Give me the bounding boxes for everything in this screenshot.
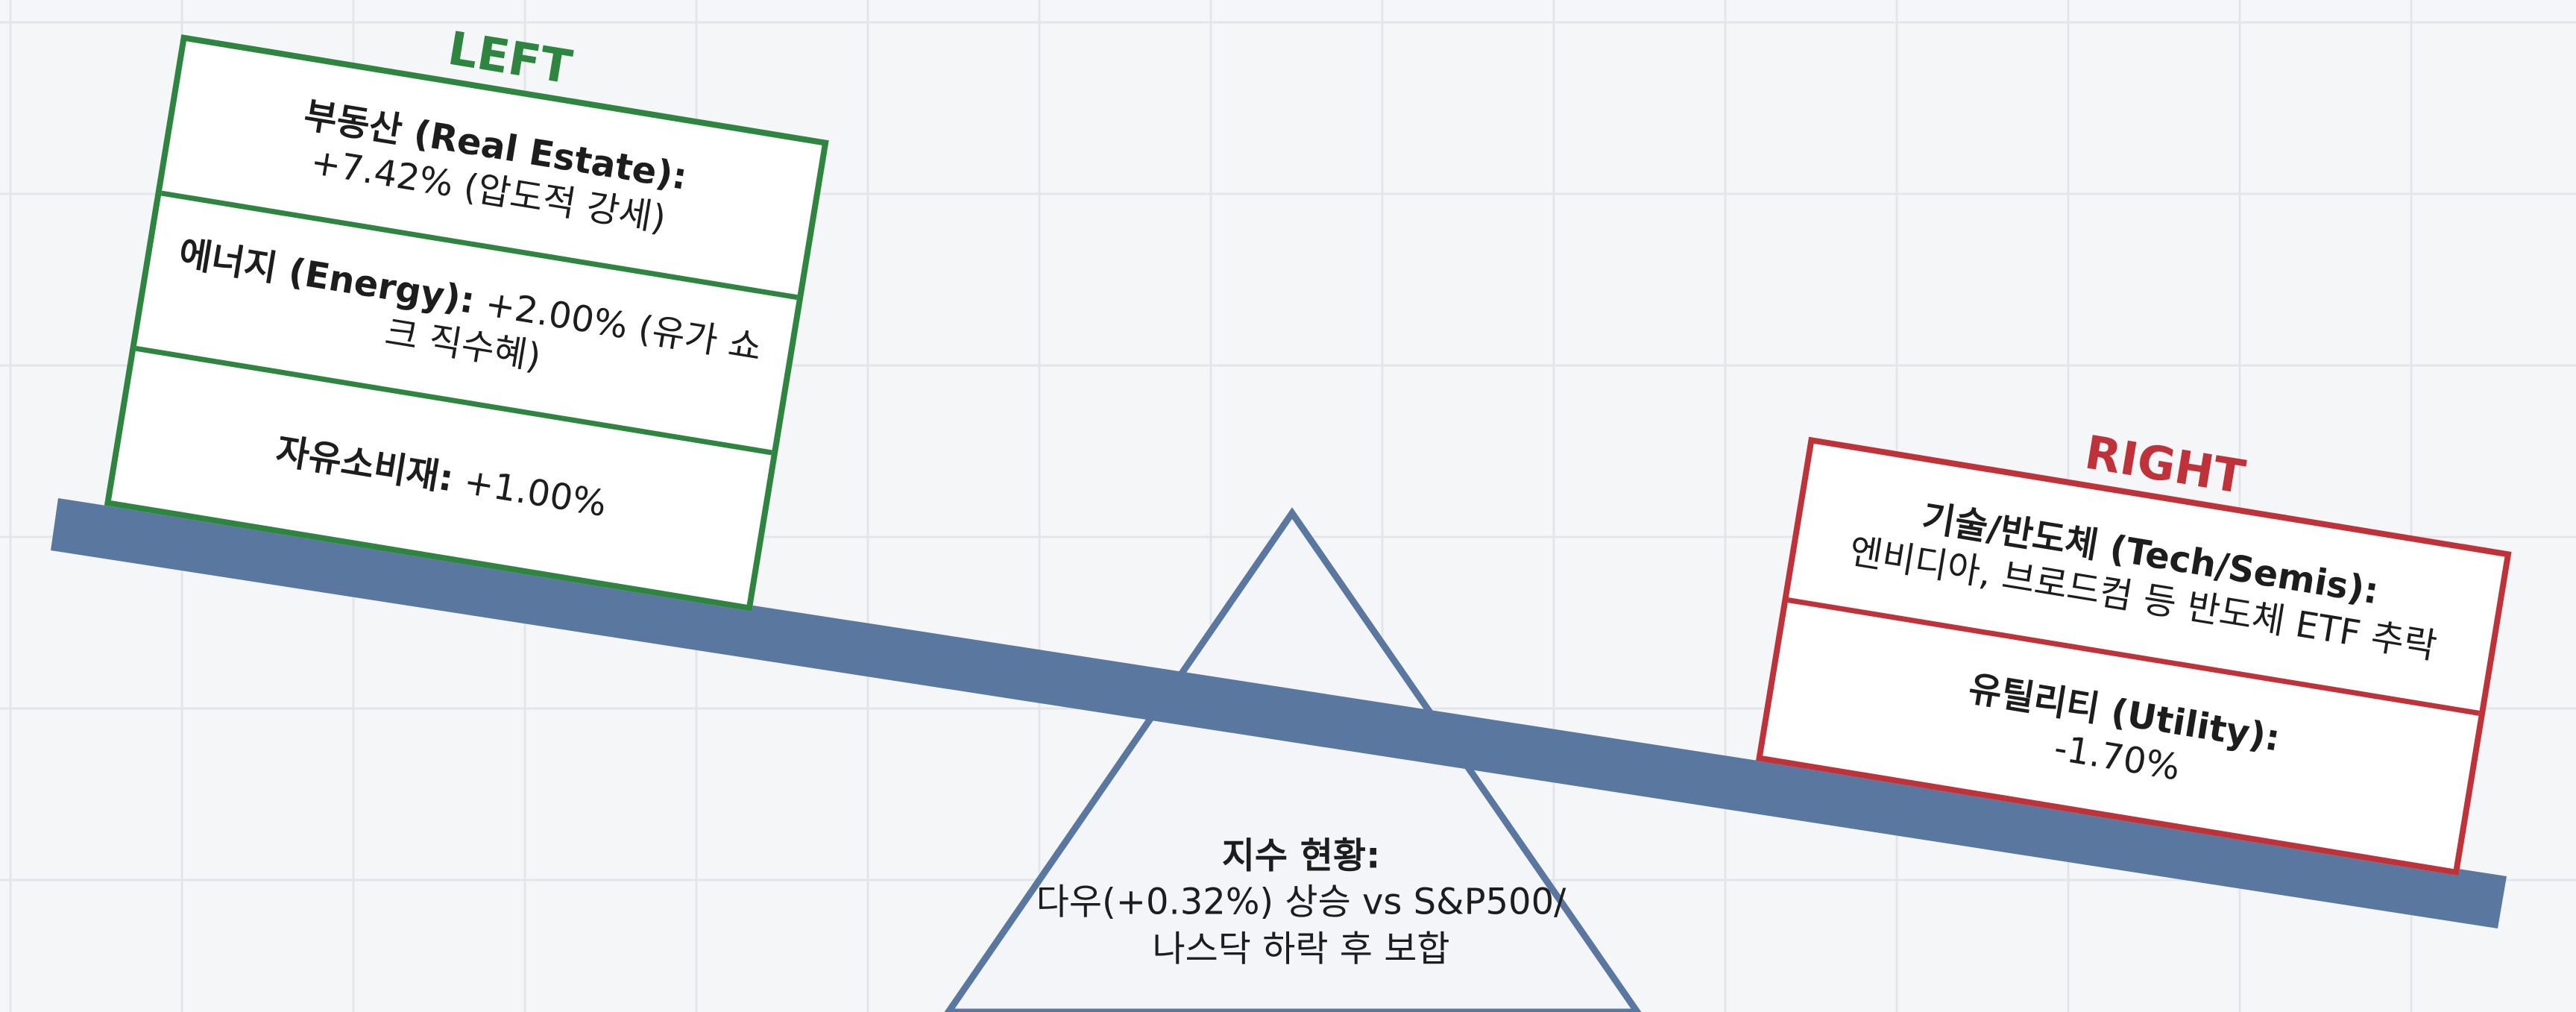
item-title: 자유소비재: [273, 430, 457, 500]
center-detail: 다우(+0.32%) 상승 vs S&P500/나스닥 하락 후 보합 [1036, 881, 1566, 970]
center-title: 지수 현황: [1221, 835, 1381, 877]
fulcrum-text: 지수 현황: 다우(+0.32%) 상승 vs S&P500/나스닥 하락 후 … [1033, 832, 1569, 972]
left-group: LEFT 부동산 (Real Estate): +7.42% (압도적 강세) 에… [104, 0, 838, 612]
item-title: 에너지 (Energy): [175, 232, 478, 322]
item-detail: +1.00% [461, 460, 610, 526]
beam [51, 498, 2507, 928]
